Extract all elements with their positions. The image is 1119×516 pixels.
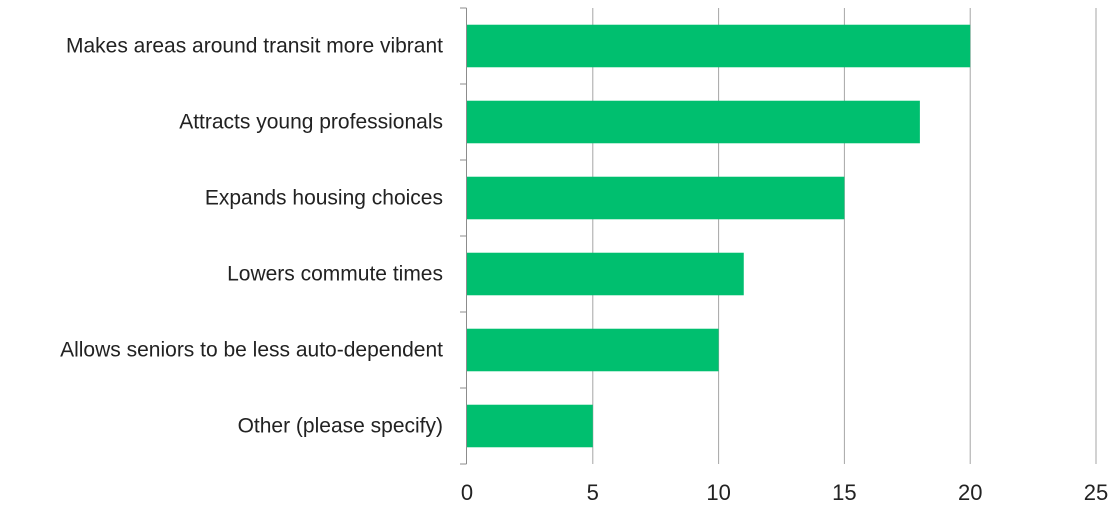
bars	[467, 24, 971, 448]
category-label: Lowers commute times	[227, 263, 443, 286]
x-tick-label: 0	[461, 480, 473, 505]
category-label: Attracts young professionals	[179, 111, 443, 134]
x-tick-label: 10	[706, 480, 730, 505]
x-tick-label: 5	[587, 480, 599, 505]
x-tick-label: 15	[832, 480, 856, 505]
x-tick-labels: 0 5 10 15 20 25	[461, 480, 1108, 505]
bar-5	[467, 404, 593, 448]
category-label: Makes areas around transit more vibrant	[66, 35, 443, 58]
category-label: Expands housing choices	[205, 187, 443, 210]
category-labels: Makes areas around transit more vibrant A…	[60, 35, 443, 438]
bar-1	[467, 100, 920, 144]
bar-2	[467, 176, 845, 220]
gridlines	[460, 7, 1097, 465]
x-tick-label: 20	[958, 480, 982, 505]
x-tick-label: 25	[1084, 480, 1108, 505]
bar-0	[467, 24, 971, 68]
category-label: Other (please specify)	[238, 415, 443, 438]
bar-3	[467, 252, 744, 296]
bar-4	[467, 328, 719, 372]
category-label: Allows seniors to be less auto-dependent	[60, 339, 443, 362]
